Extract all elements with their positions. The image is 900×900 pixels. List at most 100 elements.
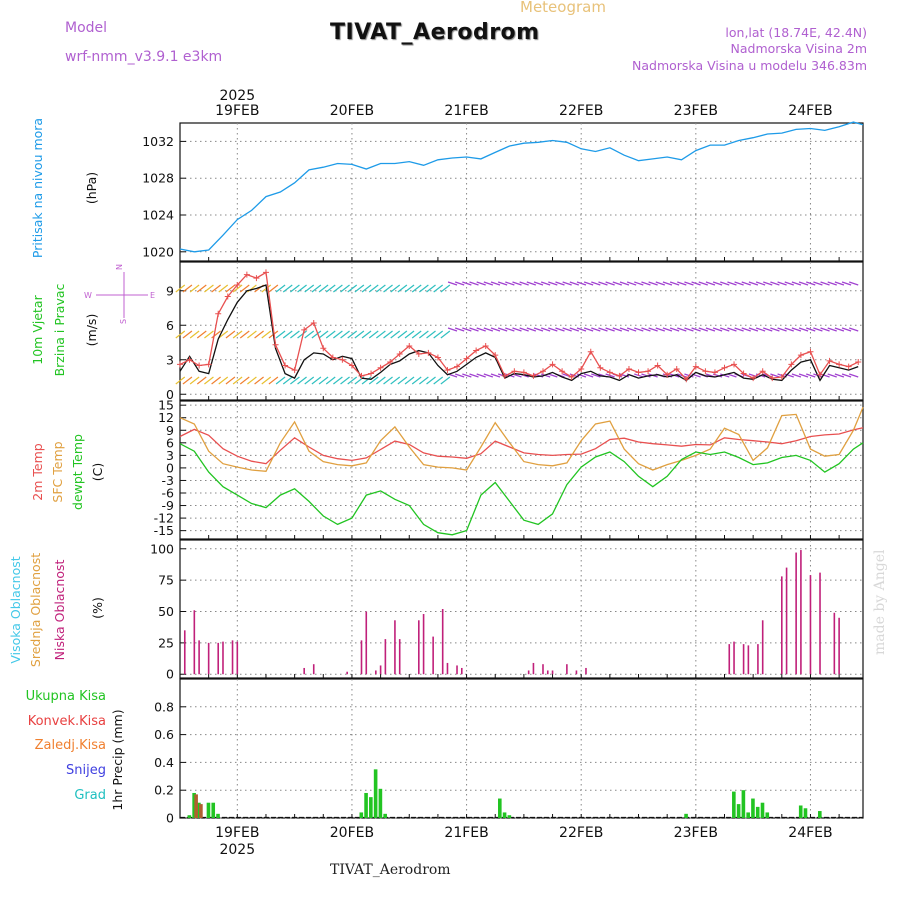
cloud-low-bar <box>838 617 840 675</box>
precip-ylabel: 1hr Precip (mm) <box>110 709 125 810</box>
wind-barb <box>297 284 307 293</box>
wind-barb <box>583 373 594 378</box>
gust-marker <box>750 375 757 382</box>
wind-barb <box>325 284 336 293</box>
wind-barb <box>333 376 343 385</box>
wind-barb <box>426 330 436 339</box>
wind-barb <box>562 327 572 332</box>
wind-compass: N W E S <box>84 264 155 324</box>
wind-barb <box>626 281 637 286</box>
wind-barb <box>634 281 644 286</box>
wind-barb <box>813 327 823 332</box>
wind-barb <box>204 284 214 293</box>
precip-bar <box>760 802 765 818</box>
gust-marker <box>606 369 613 376</box>
wind-barb <box>548 327 558 332</box>
wind-barb <box>383 376 393 385</box>
wind-barb <box>290 376 300 385</box>
wind-barb <box>204 376 214 385</box>
precip-ytick-label: 0.4 <box>154 755 174 770</box>
wind-barb <box>325 376 336 385</box>
pressure-ylabel: Pritisak na nivou mora <box>30 118 45 258</box>
precip-bar <box>502 812 507 818</box>
gust-marker <box>482 342 489 349</box>
precip-bar <box>373 769 378 818</box>
precip-bar <box>746 812 750 818</box>
wind-barb <box>433 330 444 339</box>
wind-barb <box>282 284 293 293</box>
cloud-low-bar <box>183 630 186 675</box>
precip-ytick-label: 0.2 <box>154 783 174 798</box>
pressure-ytick-label: 1032 <box>142 134 174 149</box>
clouds-ytick-label: 0 <box>166 667 174 682</box>
wind-barb <box>669 281 680 286</box>
gust-marker <box>177 361 183 368</box>
wind-barb <box>619 281 630 286</box>
bottom-day-label: 23FEB <box>674 825 718 841</box>
wind-barb <box>770 327 780 332</box>
wind-barb <box>247 330 257 339</box>
gust-marker <box>807 348 814 355</box>
wind-barb <box>662 281 673 286</box>
cloud-low-bar <box>346 671 348 675</box>
wind-barb <box>791 373 802 378</box>
wind-barb <box>239 376 250 385</box>
gust-marker <box>587 348 594 355</box>
model-label: Model <box>65 20 108 36</box>
cloud-low-bar <box>198 640 200 675</box>
gust-marker <box>759 368 766 375</box>
wind-barb <box>576 281 587 286</box>
chart-kind-label: Meteogram <box>520 0 606 16</box>
top-year-label: 2025 <box>219 88 255 104</box>
wind-barb <box>383 330 393 339</box>
temperature-ytick-label: -12 <box>154 511 174 526</box>
cloud-low-bar <box>379 665 382 675</box>
wind-barb <box>841 327 852 332</box>
wind-barb <box>418 376 429 385</box>
precip-bar <box>765 812 770 818</box>
wind-barb <box>340 330 350 339</box>
gust-marker <box>539 368 546 375</box>
cloud-low-bar <box>585 667 587 675</box>
wind-barb <box>361 376 372 385</box>
wind-barb <box>555 327 565 332</box>
gust-marker <box>406 342 413 349</box>
wind-barb <box>784 327 794 332</box>
precip-bar <box>359 812 364 818</box>
wind-barb <box>705 281 716 286</box>
wind-barb <box>598 327 608 332</box>
cloud-low-bar <box>742 644 745 675</box>
wind-barb <box>820 327 830 332</box>
wind-barb <box>440 330 451 339</box>
gust-marker <box>664 371 671 378</box>
precip-bar <box>498 798 502 818</box>
wind-barb <box>540 281 551 286</box>
wind-barb <box>763 281 773 286</box>
wind-barb <box>340 376 350 385</box>
gust-marker <box>377 364 384 371</box>
wind-barb <box>175 330 186 339</box>
cloud-low-bar <box>398 639 401 675</box>
precip-bar <box>197 802 201 818</box>
precip-bar <box>364 792 368 818</box>
pressure-pressure-line <box>179 121 864 253</box>
legend-conv: Konvek.Kisa <box>28 714 106 729</box>
pressure-ytick-label: 1020 <box>142 244 174 259</box>
wind-barb <box>426 376 436 385</box>
wind-barb <box>634 373 644 378</box>
dew-ylabel: dewpt Temp <box>70 434 85 510</box>
wind-barb <box>806 327 816 332</box>
precip-ytick-label: 0.8 <box>154 699 174 714</box>
wind-barb <box>562 281 572 286</box>
wind-barb <box>591 327 601 332</box>
gust-marker <box>520 369 527 376</box>
panel-wind: 0 3 6 9 <box>166 261 864 402</box>
wind-barb <box>247 376 257 385</box>
wind-barb <box>304 376 315 385</box>
gust-marker <box>358 372 365 379</box>
gust-marker <box>396 351 403 357</box>
gust-marker <box>301 326 308 333</box>
wind-barb <box>318 330 329 339</box>
gust-marker <box>568 374 575 380</box>
